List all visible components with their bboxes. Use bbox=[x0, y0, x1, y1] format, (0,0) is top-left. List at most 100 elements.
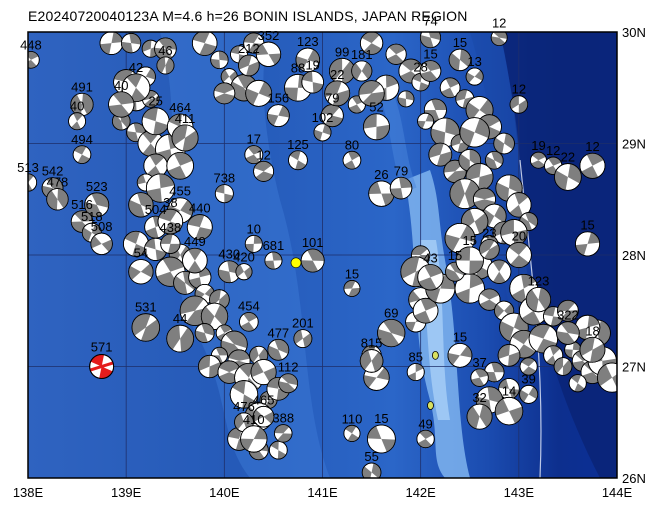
focal-mechanism bbox=[377, 318, 406, 348]
focal-mechanism bbox=[544, 156, 563, 175]
event-depth-label: 15 bbox=[580, 218, 594, 233]
focal-mechanism bbox=[397, 90, 415, 108]
focal-mechanism bbox=[154, 37, 177, 61]
event-depth-label: 504 bbox=[145, 202, 167, 217]
event-depth-label: 15 bbox=[463, 233, 477, 248]
event-depth-label: 411 bbox=[175, 111, 196, 126]
lon-tick-label: 141E bbox=[307, 485, 338, 500]
focal-mechanism bbox=[166, 151, 194, 180]
focal-mechanism bbox=[406, 363, 425, 382]
event-depth-label: 17 bbox=[247, 132, 261, 147]
event-depth-label: 14 bbox=[502, 383, 516, 398]
event-depth-label: 85 bbox=[409, 350, 423, 365]
event-depth-label: 15 bbox=[345, 266, 359, 281]
focal-mechanism bbox=[90, 232, 113, 256]
focal-mechanism bbox=[439, 77, 461, 99]
event-depth-label: 454 bbox=[238, 299, 260, 314]
focal-mechanism bbox=[579, 152, 606, 179]
event-depth-label: 22 bbox=[330, 67, 344, 82]
focal-mechanism bbox=[84, 192, 110, 218]
focal-mechanism bbox=[556, 321, 580, 345]
event-depth-label: 10 bbox=[247, 221, 261, 236]
event-depth-label: 476 bbox=[233, 399, 255, 414]
focal-mechanism bbox=[444, 222, 476, 254]
event-depth-label: 464 bbox=[169, 100, 191, 115]
event-depth-label: 40 bbox=[70, 99, 84, 114]
event-depth-label: 12 bbox=[256, 147, 270, 162]
event-depth-label: 410 bbox=[243, 412, 265, 427]
focal-mechanism bbox=[447, 342, 473, 368]
event-depth-label: 15 bbox=[374, 411, 388, 426]
focal-mechanism bbox=[108, 91, 135, 118]
focal-mechanism bbox=[416, 429, 435, 449]
event-depth-label: 12 bbox=[546, 143, 560, 158]
event-depth-label: 110 bbox=[342, 411, 363, 426]
lon-tick-label: 138E bbox=[13, 485, 44, 500]
focal-mechanism bbox=[465, 67, 484, 86]
focal-mechanism bbox=[448, 48, 472, 72]
event-depth-label: 815 bbox=[361, 336, 383, 351]
focal-mechanism bbox=[182, 247, 208, 274]
event-depth-label: 80 bbox=[345, 137, 359, 152]
focal-mechanism bbox=[575, 231, 601, 257]
focal-mechanism bbox=[597, 362, 617, 393]
focal-mechanism bbox=[343, 280, 361, 297]
focal-mechanism bbox=[484, 361, 505, 383]
focal-mechanism bbox=[485, 150, 504, 170]
focal-mechanism bbox=[342, 150, 362, 170]
focal-mechanism bbox=[252, 405, 275, 428]
event-depth-label: 523 bbox=[86, 179, 108, 194]
event-depth-label: 79 bbox=[394, 163, 408, 178]
focal-mechanism bbox=[579, 336, 606, 363]
focal-mechanism bbox=[368, 180, 395, 207]
focal-mechanism bbox=[313, 123, 332, 142]
event-depth-label: 44 bbox=[173, 311, 187, 326]
event-depth-label: 420 bbox=[233, 250, 255, 265]
focal-mechanisms bbox=[28, 32, 617, 478]
focal-mechanism bbox=[28, 51, 40, 69]
focal-mechanism bbox=[214, 184, 234, 204]
focal-mechanism bbox=[479, 239, 500, 260]
target-event: 571 bbox=[89, 257, 302, 379]
lat-tick-label: 29N bbox=[622, 137, 646, 152]
focal-mechanism bbox=[553, 357, 573, 376]
focal-mechanism bbox=[128, 192, 154, 218]
lon-tick-label: 143E bbox=[504, 485, 535, 500]
focal-mechanism bbox=[238, 54, 260, 77]
target-beachball bbox=[89, 354, 115, 379]
small-event-marker bbox=[431, 350, 439, 360]
event-depth-label: 542 bbox=[42, 164, 64, 179]
focal-mechanism bbox=[358, 80, 385, 107]
focal-mechanism bbox=[46, 188, 69, 211]
event-depth-label: 448 bbox=[20, 38, 42, 53]
focal-mechanism bbox=[419, 60, 442, 82]
focal-mechanism bbox=[505, 242, 532, 268]
focal-mechanism bbox=[217, 260, 241, 284]
event-depth-label: 201 bbox=[292, 316, 314, 331]
event-depth-label: 123 bbox=[297, 34, 319, 49]
focal-mechanism bbox=[428, 142, 453, 167]
focal-mechanism bbox=[466, 403, 493, 430]
event-depth-label: 388 bbox=[272, 411, 294, 426]
event-depth-label: 508 bbox=[91, 219, 113, 234]
focal-mechanism bbox=[351, 60, 373, 82]
focal-mechanism bbox=[198, 354, 222, 379]
focal-mechanism bbox=[419, 32, 442, 49]
focal-mechanism bbox=[274, 424, 293, 443]
focal-mechanism bbox=[194, 323, 215, 343]
event-depth-label: 69 bbox=[384, 305, 398, 320]
lat-tick-label: 26N bbox=[622, 471, 646, 486]
focal-mechanism bbox=[264, 251, 283, 270]
focal-mechanism bbox=[229, 380, 259, 409]
lon-tick-label: 139E bbox=[111, 485, 142, 500]
lat-tick-label: 27N bbox=[622, 360, 646, 375]
focal-mechanism bbox=[245, 79, 273, 107]
focal-mechanism bbox=[68, 112, 87, 131]
focal-mechanism bbox=[509, 95, 529, 114]
lon-tick-label: 140E bbox=[209, 485, 240, 500]
event-depth-label: 430 bbox=[218, 247, 240, 262]
event-depth-label: 52 bbox=[369, 100, 383, 115]
